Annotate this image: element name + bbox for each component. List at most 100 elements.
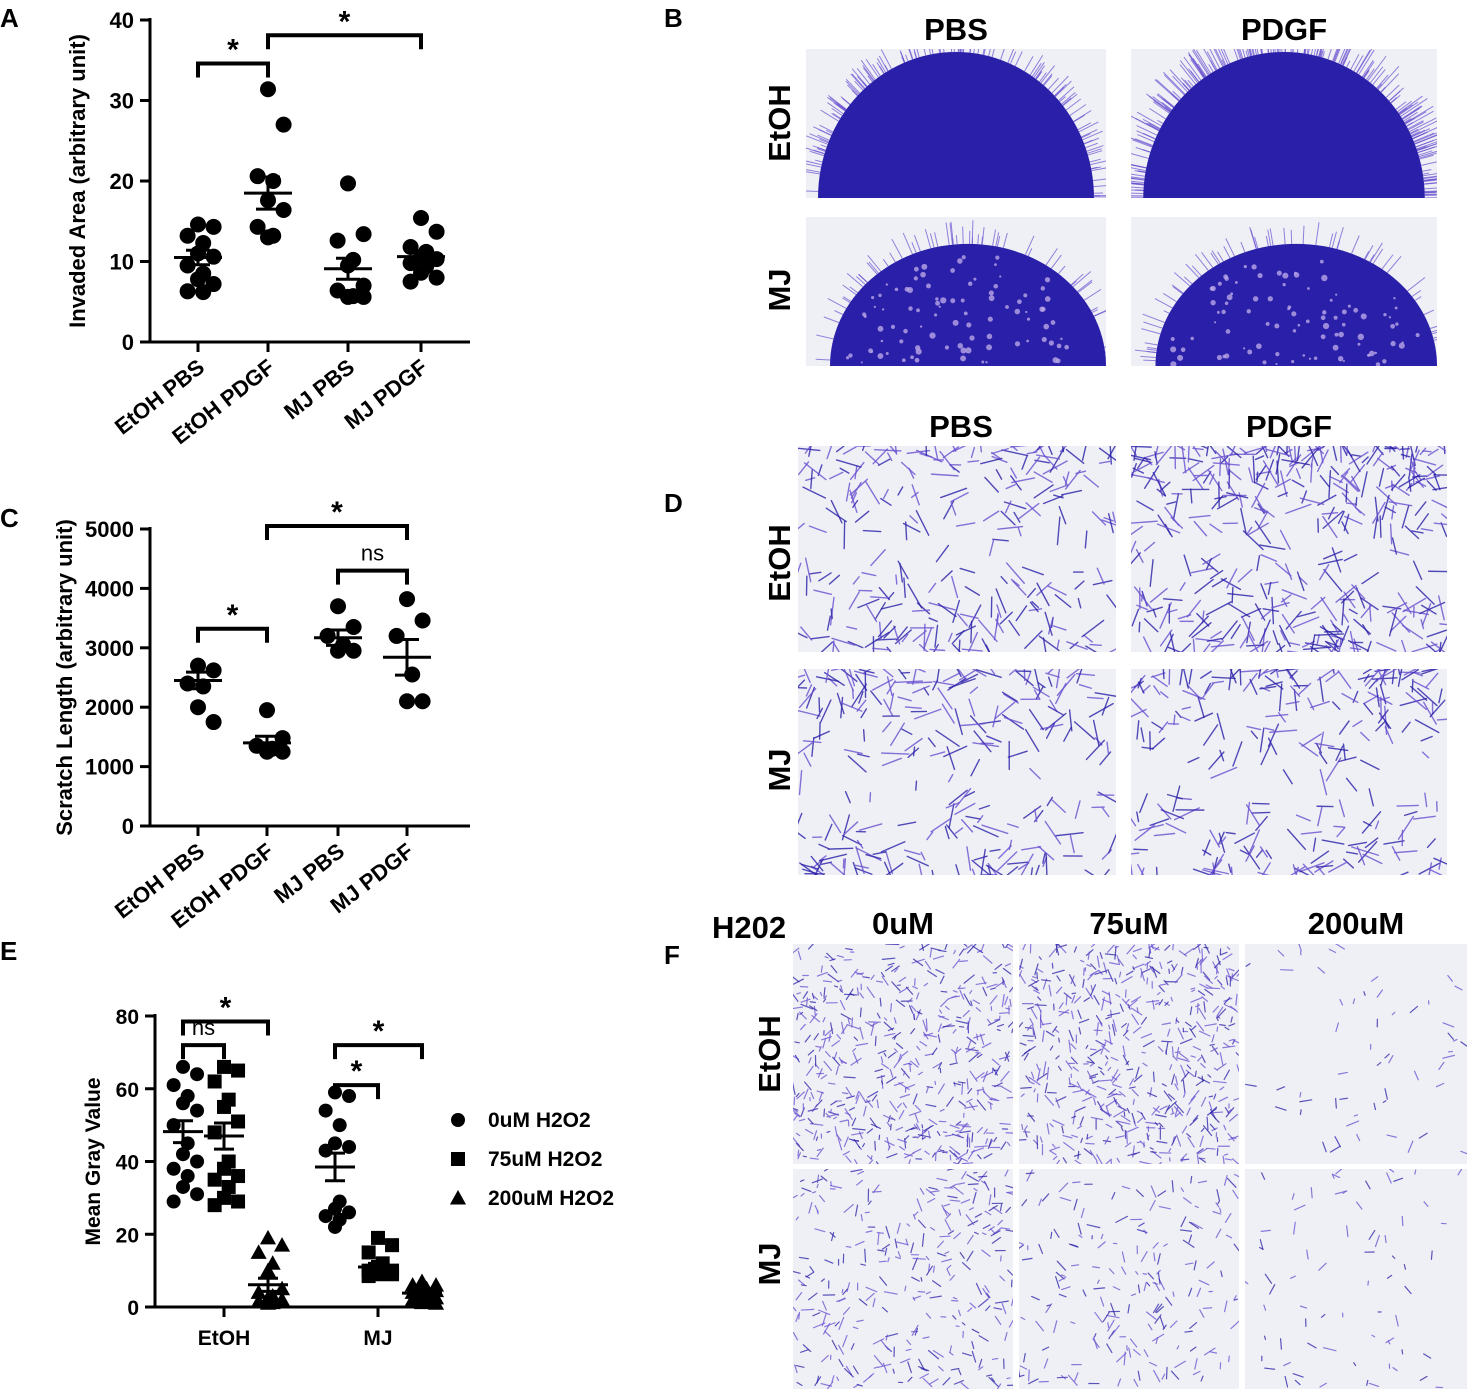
data-point: [190, 699, 206, 716]
panel-letter-e: E: [0, 936, 18, 966]
significance-bracket: [196, 626, 269, 643]
panel-b-row-label-mj: MJ: [762, 268, 797, 312]
y-tick-label: 10: [110, 250, 134, 275]
panel-f-row-label-etoh: EtOH: [752, 1015, 787, 1093]
data-point: [342, 1089, 357, 1104]
data-point: [330, 598, 346, 615]
y-tick-label: 0: [122, 814, 134, 839]
panel-letter-b: B: [664, 3, 683, 33]
y-tick-label: 40: [110, 8, 134, 33]
data-point: [231, 1194, 246, 1209]
panel-f-row-label-mj: MJ: [752, 1242, 787, 1286]
data-point: [190, 657, 206, 674]
y-tick-label: 20: [116, 1224, 139, 1247]
y-axis-label: Invaded Area (arbitrary unit): [65, 34, 90, 328]
y-tick-label: 4000: [85, 576, 134, 601]
data-point: [176, 1147, 190, 1162]
data-point: [166, 1078, 181, 1093]
y-tick-label: 3000: [85, 636, 134, 661]
data-point: [361, 1269, 376, 1284]
data-point: [260, 81, 276, 98]
data-point: [399, 591, 415, 608]
panel-f-header-75um: 75uM: [1089, 906, 1169, 941]
significance-label: *: [331, 496, 343, 529]
data-point: [166, 1161, 181, 1176]
y-tick-label: 40: [116, 1152, 139, 1175]
data-point: [402, 273, 419, 290]
significance-label: *: [351, 1055, 363, 1088]
significance-bracket: [265, 524, 409, 541]
data-point: [328, 1219, 342, 1234]
micrograph-b-etoh-pdgf: [1131, 49, 1437, 198]
legend-marker: [451, 1152, 465, 1166]
panel-letter-c: C: [0, 503, 19, 533]
significance-bracket: [333, 1083, 380, 1100]
significance-label: *: [373, 1015, 385, 1048]
data-point: [413, 1294, 431, 1310]
data-point: [259, 702, 275, 719]
significance-label: *: [227, 33, 239, 66]
data-point: [190, 216, 206, 233]
panel-d-header-pdgf: PDGF: [1245, 409, 1333, 444]
y-tick-label: 0: [127, 1297, 139, 1320]
micrograph-d-mj-pbs: [798, 669, 1116, 875]
data-point: [249, 218, 266, 235]
data-point: [385, 1267, 400, 1282]
y-tick-label: 20: [110, 169, 134, 194]
data-point: [318, 1143, 333, 1158]
x-tick-label: EtOH: [198, 1327, 251, 1350]
data-point: [342, 1139, 357, 1154]
significance-bracket: [181, 1043, 226, 1060]
legend-marker: [451, 1113, 465, 1127]
data-point: [166, 1194, 181, 1209]
panel-f-header-0um: 0uM: [872, 906, 934, 941]
y-axis-label: Scratch Length (arbitrary unit): [52, 519, 77, 836]
data-point: [207, 1074, 222, 1089]
significance-label: *: [339, 5, 351, 38]
micrograph-d-mj-pdgf: [1131, 669, 1447, 875]
micrograph-f-etoh-75um: [1019, 944, 1239, 1164]
data-point: [250, 1244, 267, 1259]
micrograph-f-etoh-0um: [793, 944, 1013, 1164]
data-point: [355, 277, 372, 294]
data-point: [414, 693, 431, 710]
legend-label: 75uM H2O2: [488, 1148, 602, 1171]
data-point: [404, 1291, 421, 1307]
panel-letter-f: F: [664, 940, 680, 970]
data-point: [250, 1293, 267, 1308]
data-point: [274, 743, 291, 760]
x-tick-label: MJ: [363, 1327, 392, 1350]
data-point: [275, 201, 292, 218]
micrograph-b-mj-pbs: [806, 217, 1106, 366]
data-point: [207, 1172, 222, 1187]
significance-label: *: [220, 991, 232, 1024]
data-point: [388, 627, 405, 644]
panel-d-header-pbs: PBS: [929, 409, 993, 444]
data-point: [404, 1277, 421, 1292]
data-point: [340, 175, 356, 192]
data-point: [231, 1169, 246, 1184]
significance-bracket: [266, 33, 423, 50]
data-point: [195, 284, 212, 301]
data-point: [399, 693, 415, 710]
data-point: [179, 227, 196, 244]
significance-bracket: [333, 1043, 424, 1060]
data-point: [428, 223, 445, 240]
data-point: [413, 264, 429, 281]
y-tick-label: 0: [122, 330, 134, 355]
data-point: [221, 1179, 236, 1194]
data-point: [340, 288, 356, 305]
data-point: [260, 229, 276, 246]
data-point: [217, 1161, 231, 1176]
data-point: [414, 612, 431, 629]
y-tick-label: 60: [116, 1079, 139, 1102]
data-point: [205, 662, 222, 679]
micrograph-b-mj-pdgf: [1131, 217, 1437, 366]
micrograph-b-etoh-pbs: [806, 49, 1106, 198]
data-point: [371, 1230, 385, 1245]
data-point: [259, 1295, 277, 1310]
data-point: [231, 1063, 246, 1078]
data-point: [176, 1059, 190, 1074]
data-point: [273, 1291, 291, 1307]
data-point: [319, 627, 336, 644]
